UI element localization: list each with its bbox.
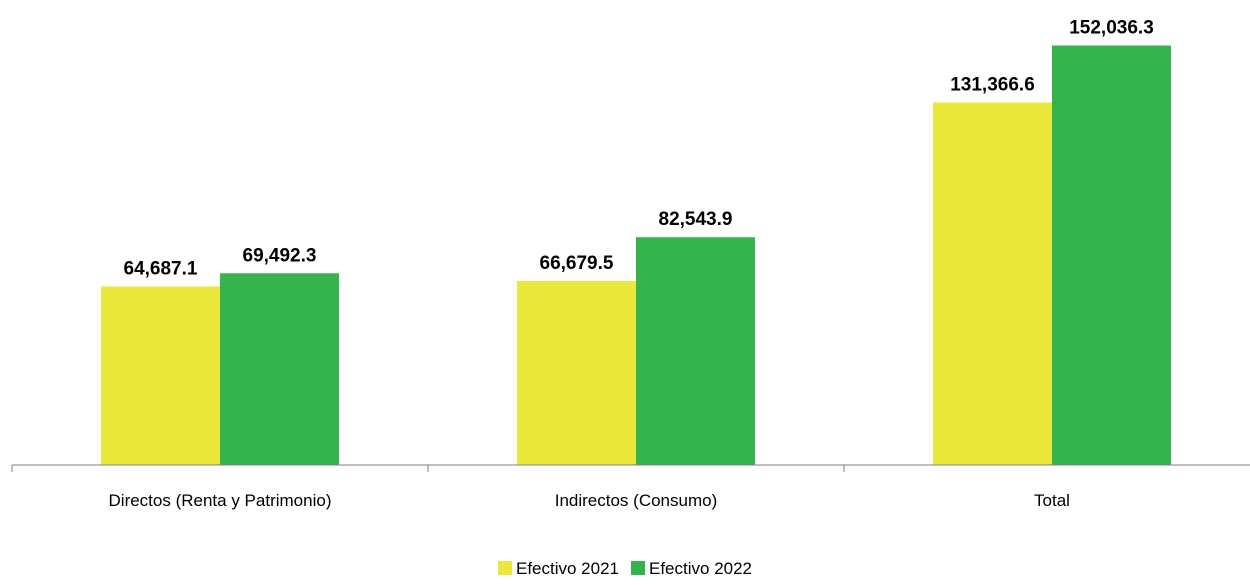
bar-efectivo-2022-directos-renta-y-patrimonio [220,273,339,465]
bar-efectivo-2021-total [933,102,1052,465]
value-labels-layer: 64,687.1 69,492.3 66,679.5 82,543.9 131,366.… [124,18,1154,280]
category-label-directos-renta-y-patrimonio: Directos (Renta y Patrimonio) [109,491,332,510]
bar-efectivo-2021-directos-renta-y-patrimonio [101,286,220,465]
data-label-efectivo-2021-indirectos-consumo: 66,679.5 [540,253,614,274]
category-label-total: Total [1034,491,1070,510]
bar-efectivo-2022-indirectos-consumo [636,237,755,465]
data-label-efectivo-2022-directos-renta-y-patrimonio: 69,492.3 [243,245,317,266]
legend-label-efectivo-2022: Efectivo 2022 [649,559,752,578]
data-label-efectivo-2021-total: 131,366.6 [950,75,1035,96]
data-label-efectivo-2022-indirectos-consumo: 82,543.9 [659,209,733,230]
data-label-efectivo-2022-total: 152,036.3 [1069,18,1154,39]
data-label-efectivo-2021-directos-renta-y-patrimonio: 64,687.1 [124,259,198,280]
bar-efectivo-2021-indirectos-consumo [517,281,636,465]
legend: Efectivo 2021 Efectivo 2022 [497,559,752,578]
bars-layer [101,45,1171,465]
category-label-indirectos-consumo: Indirectos (Consumo) [555,491,718,510]
bar-efectivo-2022-total [1052,45,1171,465]
legend-swatch-efectivo-2021 [497,561,512,575]
category-labels: Directos (Renta y Patrimonio) Indirectos … [109,491,1070,510]
legend-swatch-efectivo-2022 [631,561,645,575]
x-axis-ticks [11,465,845,472]
legend-label-efectivo-2021: Efectivo 2021 [516,559,619,578]
